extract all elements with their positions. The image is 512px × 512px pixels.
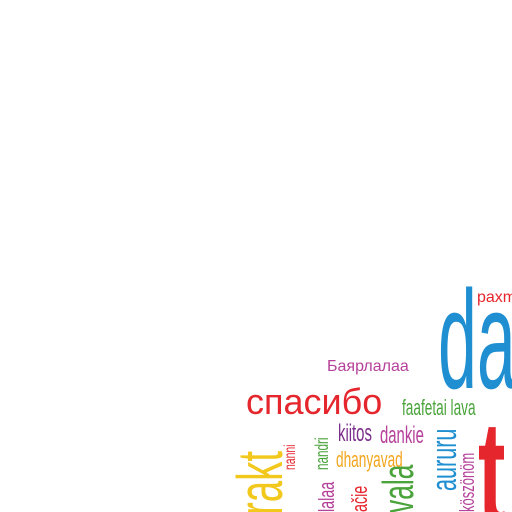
word-koszonom: köszönöm [457, 452, 479, 512]
word-faafetai: faafetai lava [402, 395, 476, 420]
word-urakt: rakt [224, 450, 296, 512]
word-dhanyavad: dhanyavad [336, 447, 403, 472]
word-lalaa: lalaa [314, 481, 339, 512]
word-nandri: nandri [312, 437, 332, 470]
word-spasibo: спасибо [246, 381, 383, 422]
word-acie: ačie [347, 485, 372, 512]
word-vala: vala [374, 464, 423, 512]
word-da: da [438, 261, 512, 418]
word-dankie: dankie [380, 422, 424, 449]
word-kiitos: kiitos [338, 420, 372, 447]
word-bayarlalaa: Баярлалаа [327, 358, 409, 375]
word-t: t [478, 389, 506, 512]
word-paxmat: paxm [477, 289, 512, 306]
